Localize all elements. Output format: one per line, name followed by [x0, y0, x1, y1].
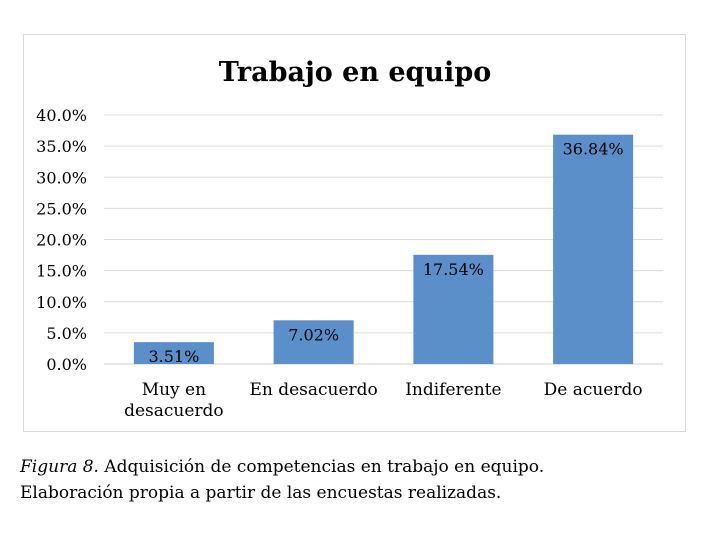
- data-label: 3.51%: [148, 347, 199, 366]
- y-tick-label: 25.0%: [36, 199, 87, 218]
- y-tick-label: 15.0%: [36, 262, 87, 281]
- caption-line-2: Elaboración propia a partir de las encue…: [20, 483, 502, 503]
- y-tick-label: 35.0%: [36, 137, 87, 156]
- x-tick-label: desacuerdo: [124, 401, 224, 421]
- bar: [133, 342, 214, 364]
- y-tick-label: 40.0%: [36, 106, 87, 125]
- x-tick-label: De acuerdo: [544, 380, 643, 400]
- y-axis-tick-labels: 0.0% 5.0% 10.0% 15.0% 20.0% 25.0% 30.0% 35.0% 40…: [36, 106, 87, 374]
- bar: [553, 134, 634, 364]
- data-label: 17.54%: [423, 260, 484, 279]
- x-tick-label: Indiferente: [405, 380, 501, 400]
- figure-label: Figura 8.: [20, 457, 99, 477]
- y-tick-label: 5.0%: [46, 324, 87, 343]
- figure-caption: Figura 8. Adquisición de competencias en…: [20, 454, 700, 506]
- y-tick-label: 30.0%: [36, 168, 87, 187]
- bar: [413, 254, 494, 364]
- y-tick-label: 10.0%: [36, 293, 87, 312]
- bars: [133, 134, 634, 364]
- data-label: 7.02%: [288, 325, 339, 344]
- x-tick-label: Muy en: [142, 380, 206, 400]
- bar-chart: Trabajo en equipo 0.0% 5.0% 10.0% 15.0% 20.0…: [36, 57, 663, 421]
- bar: [273, 320, 354, 364]
- data-label: 36.84%: [563, 140, 624, 159]
- y-tick-label: 0.0%: [46, 355, 87, 374]
- caption-line-1: Figura 8. Adquisición de competencias en…: [20, 454, 700, 480]
- data-labels: 3.51% 7.02% 17.54% 36.84%: [148, 140, 623, 366]
- chart-title: Trabajo en equipo: [219, 57, 491, 88]
- y-tick-label: 20.0%: [36, 231, 87, 250]
- caption-text: Adquisición de competencias en trabajo e…: [98, 457, 545, 477]
- x-tick-label: En desacuerdo: [249, 380, 377, 400]
